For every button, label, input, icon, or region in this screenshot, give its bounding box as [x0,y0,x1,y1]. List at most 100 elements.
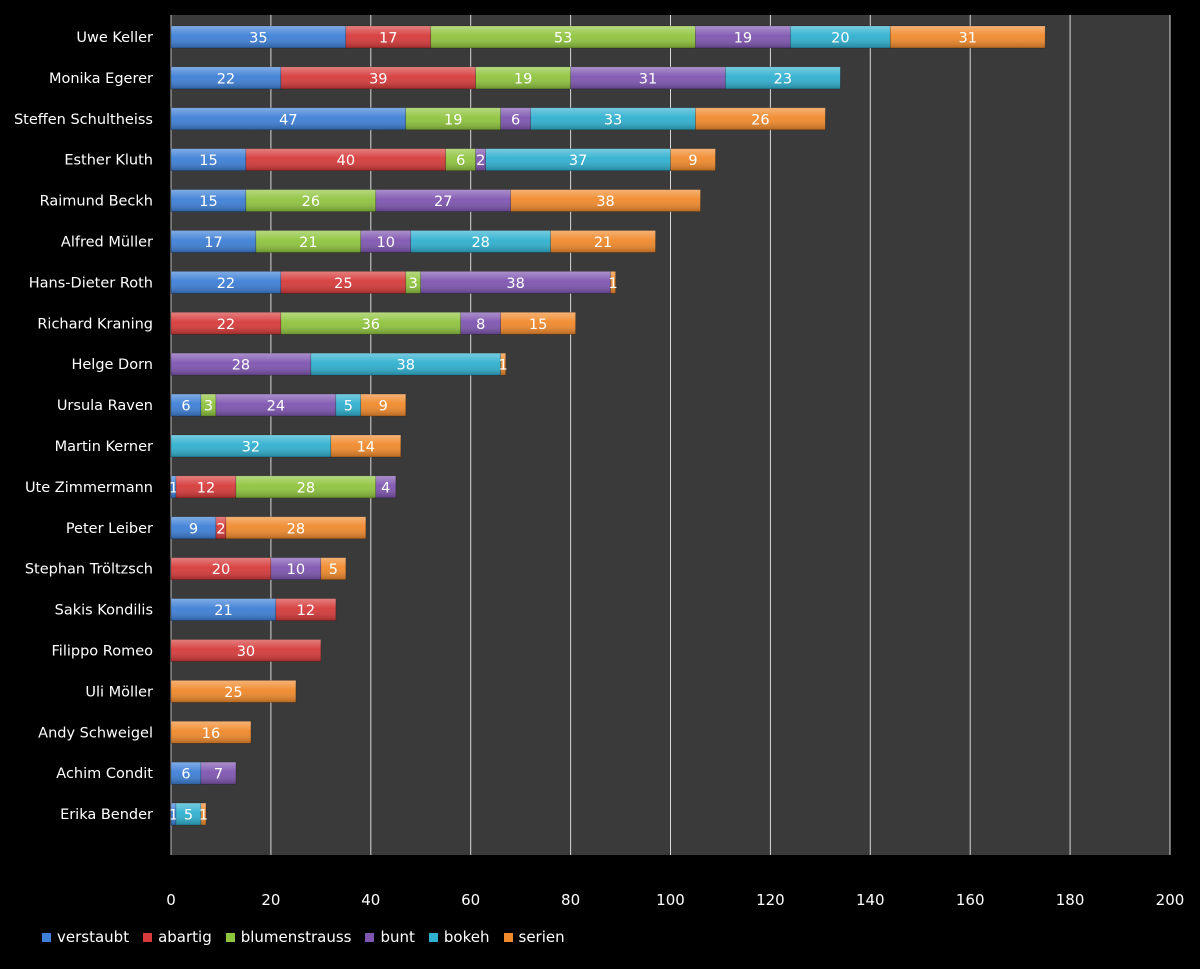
category-label: Alfred Müller [61,235,153,251]
bar-highlight [255,230,361,253]
category-label: Ursula Raven [57,398,153,414]
bar-highlight [405,107,501,130]
bar-highlight [445,148,476,171]
data-label: 1 [169,808,178,824]
x-tick-label: 200 [1156,891,1185,909]
data-label: 9 [688,153,697,169]
data-label: 19 [514,71,532,87]
category-label: Uli Möller [85,684,153,700]
data-label: 25 [334,276,352,292]
legend-swatch [42,932,51,942]
bar-highlight [375,189,511,212]
bar-highlight [360,230,411,253]
bar-highlight [695,107,826,130]
data-label: 20 [212,562,230,578]
bar-highlight [171,680,296,703]
data-label: 25 [224,685,242,701]
bar-highlight [171,639,321,662]
bar-highlight [171,598,276,621]
bar-highlight [475,66,571,89]
bar-highlight [171,557,271,580]
category-label: Raimund Beckh [40,194,153,210]
legend-swatch [225,932,235,942]
legend-item-bokeh: bokeh [428,928,490,946]
bar-highlight [171,516,216,539]
category-label: Hans-Dieter Roth [29,275,153,291]
bar-highlight [375,475,396,498]
data-label: 26 [302,194,320,210]
bar-highlight [550,230,656,253]
data-label: 47 [279,112,297,128]
data-label: 15 [199,153,217,169]
bar-highlight [570,66,726,89]
bar-highlight [280,66,476,89]
bar-highlight [171,189,246,212]
category-label: Steffen Schultheiss [14,112,153,128]
legend-swatch [143,932,153,942]
bar-highlight [171,26,346,48]
category-label: Monika Egerer [49,71,153,87]
data-label: 23 [774,71,792,87]
category-label: Ute Zimmermann [25,480,153,496]
data-label: 1 [199,808,208,824]
data-label: 3 [204,399,213,415]
bar-highlight [510,189,701,212]
data-label: 36 [362,317,380,333]
legend-swatch [365,932,375,942]
bar-highlight [235,475,376,498]
bar-highlight [500,353,506,376]
data-label: 4 [381,480,390,496]
category-label: Erika Bender [60,807,153,823]
x-tick-label: 160 [956,891,985,909]
data-label: 6 [456,153,465,169]
x-tick-label: 40 [361,891,380,909]
category-label: Stephan Tröltzsch [25,562,153,578]
data-label: 16 [202,726,220,742]
data-label: 28 [287,521,305,537]
bar-highlight [335,394,361,417]
x-tick-label: 80 [561,891,580,909]
legend-label: blumenstrauss [240,928,352,946]
data-label: 28 [471,235,489,251]
data-label: 40 [337,153,355,169]
bar-highlight [245,148,446,171]
bar-highlight [410,230,551,253]
x-tick-label: 120 [756,891,785,909]
data-label: 53 [554,31,572,47]
bar-highlight [310,353,501,376]
bar-highlight [215,516,226,539]
bar-highlight [320,557,346,580]
category-label: Martin Kerner [55,439,153,455]
bar-highlight [171,475,176,498]
bar-highlight [500,107,531,130]
bar-highlight [171,721,251,744]
category-label: Helge Dorn [71,357,153,373]
data-label: 15 [199,194,217,210]
bar-highlight [405,271,421,294]
data-label: 17 [379,31,397,47]
data-label: 21 [299,235,317,251]
bar-highlight [171,148,246,171]
data-label: 31 [958,31,976,47]
bar-highlight [171,803,176,826]
bar-highlight [670,148,716,171]
bar-highlight [175,475,236,498]
x-tick-label: 100 [656,891,685,909]
bar-highlight [225,516,366,539]
category-label: Filippo Romeo [52,644,154,660]
bar-highlight [200,803,206,826]
data-label: 15 [529,317,547,333]
data-label: 22 [217,71,235,87]
legend-label: verstaubt [57,928,130,946]
data-label: 7 [214,767,223,783]
data-label: 26 [751,112,769,128]
data-label: 8 [476,317,485,333]
data-label: 22 [217,317,235,333]
data-label: 38 [596,194,614,210]
bar-highlight [215,394,336,417]
data-label: 24 [267,399,285,415]
bar-highlight [460,312,501,335]
x-tick-label: 180 [1056,891,1085,909]
data-label: 19 [734,31,752,47]
